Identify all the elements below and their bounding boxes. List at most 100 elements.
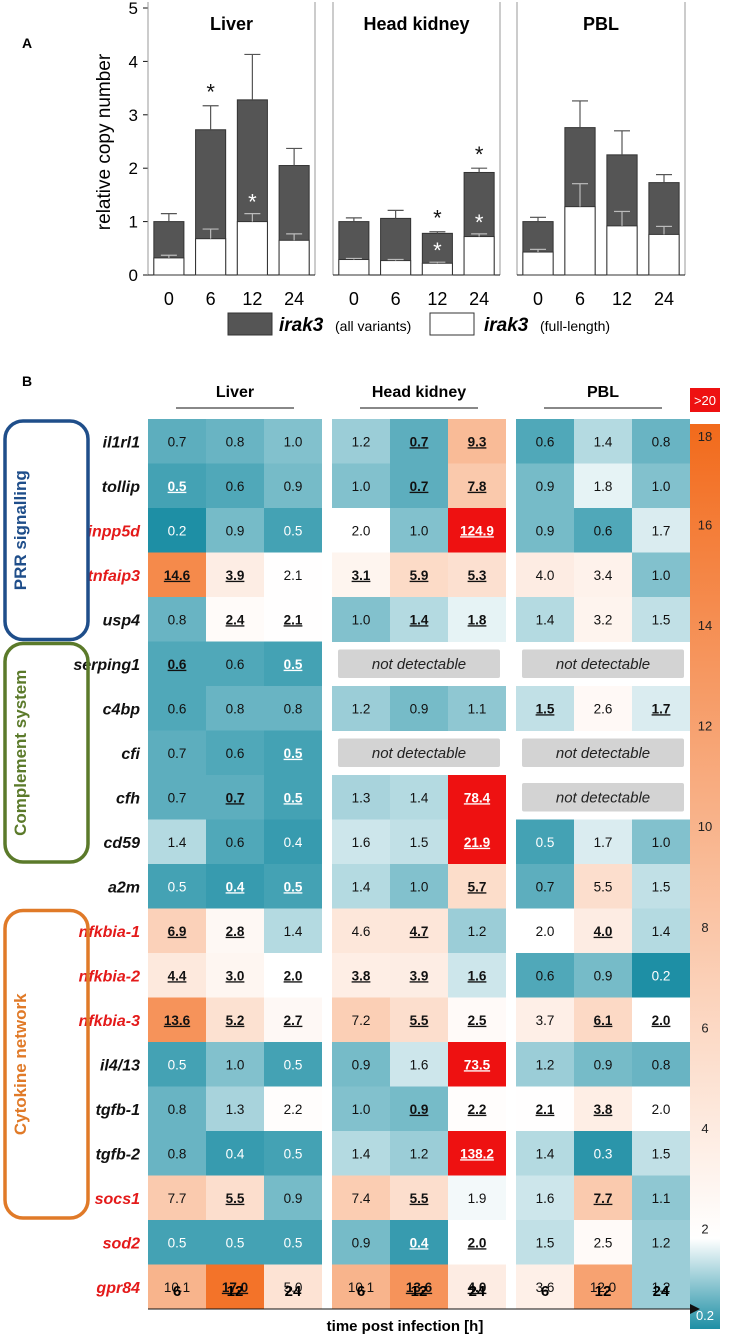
heatmap-cell-value: 0.9 (594, 1057, 613, 1072)
timepoint-label-6: 6 (357, 1283, 365, 1300)
heatmap-cell (516, 508, 574, 553)
heatmap-cell-value: 78.4 (464, 790, 491, 805)
panel-a-ylabel: relative copy number (94, 53, 115, 230)
asterisk-all-variants-6: * (206, 80, 215, 105)
x-tick-label-6: 6 (391, 289, 401, 309)
heatmap-cell (574, 997, 632, 1043)
panel-a-legend: irak3 (all variants) irak3 (full-length) (227, 312, 610, 336)
heatmap-cell (574, 1220, 632, 1265)
heatmap-cell (148, 1175, 206, 1221)
heatmap-cell (632, 819, 690, 865)
panel-b-heatmap: Liver Head kidney PBL il1rl1 0.7 0.8 1.0 1.2 0.7… (3, 384, 690, 1310)
heatmap-cell (632, 552, 690, 598)
heatmap-cell-value: 0.9 (226, 523, 245, 538)
heatmap-cell (206, 1220, 264, 1265)
heatmap-cell (632, 419, 690, 464)
x-tick-label-12: 12 (427, 289, 447, 309)
heatmap-cell (264, 552, 322, 598)
heatmap-cell (264, 1042, 322, 1087)
heatmap-cell-value: 0.5 (284, 746, 303, 761)
heatmap-cell-value: 1.4 (352, 1146, 371, 1161)
not-detectable-box (522, 649, 684, 678)
gene-label-socs1: socs1 (95, 1191, 140, 1208)
heatmap-cell-value: 0.6 (226, 479, 245, 494)
heatmap-cell (206, 641, 264, 687)
heatmap-cell-value: 7.7 (168, 1191, 187, 1206)
heatmap-cell (264, 997, 322, 1043)
heatmap-cell (448, 908, 506, 954)
heatmap-cell (516, 419, 574, 464)
heatmap-cell-value: 0.9 (352, 1057, 371, 1072)
not-detectable-box (338, 738, 500, 767)
legend-gene-all-variants: irak3 (279, 315, 324, 336)
heatmap-cell-value: 0.5 (284, 879, 303, 894)
heatmap-cell (206, 775, 264, 820)
heatmap-cell-value: 1.0 (652, 568, 671, 583)
bar-full-length-0 (153, 257, 185, 276)
heatmap-cell (448, 1131, 506, 1176)
heatmap-cell (206, 1264, 264, 1310)
heatmap-cell (448, 953, 506, 998)
heatmap-cell (448, 686, 506, 731)
heatmap-row-sod2: sod2 0.5 0.5 0.5 0.9 0.4 2.0 1.5 2.5 1.2 (103, 1220, 690, 1265)
heatmap-cell (264, 508, 322, 553)
colorbar: >20 18 16 14 12 10 8 6 4 2 0.2 (690, 388, 720, 1329)
x-tick-label-12: 12 (612, 289, 632, 309)
colorbar-tick-2: 2 (701, 1221, 708, 1236)
heatmap-row-cfi: cfi 0.7 0.6 0.5 not detectable not detectable (121, 730, 684, 776)
heatmap-row-tgfb-2: tgfb-2 0.8 0.4 0.5 1.4 1.2 138.2 1.4 0.3 1.5 (96, 1131, 690, 1176)
heatmap-row-cfh: cfh 0.7 0.7 0.5 1.3 1.4 78.4 not detectable (116, 775, 684, 820)
time-axis-arrowhead (690, 1304, 700, 1314)
heatmap-cell-value: 0.5 (168, 879, 187, 894)
heatmap-cell-value: 3.0 (226, 968, 245, 983)
heatmap-cell-value: 0.2 (652, 968, 671, 983)
heatmap-cell-value: 1.8 (468, 612, 487, 627)
heatmap-cell-value: 2.4 (226, 612, 245, 627)
heatmap-cell-value: 4.4 (168, 968, 187, 983)
heatmap-cell-value: 2.0 (536, 924, 555, 939)
heatmap-cell (332, 552, 390, 598)
colorbar-gradient (690, 424, 720, 1329)
heatmap-cell (206, 686, 264, 731)
heatmap-cell-value: 3.4 (594, 568, 613, 583)
time-axis-label: time post infection [h] (327, 1318, 484, 1335)
heatmap-cell (632, 1175, 690, 1221)
heatmap-cell-value: 0.7 (536, 879, 555, 894)
heatmap-cell-value: 3.8 (594, 1102, 613, 1117)
heatmap-cell-value: 7.4 (352, 1191, 371, 1206)
gene-label-il1rl1: il1rl1 (103, 434, 140, 451)
legend-swatch-full-length (429, 312, 475, 336)
timepoint-label-12: 12 (595, 1283, 612, 1300)
heatmap-cell-value: 2.0 (284, 968, 303, 983)
x-tick-label-24: 24 (469, 289, 489, 309)
timepoint-label-12: 12 (411, 1283, 428, 1300)
heatmap-cell-value: 1.4 (410, 612, 429, 627)
heatmap-cell (516, 552, 574, 598)
colorbar-tick-18: 18 (698, 429, 712, 444)
heatmap-cell (148, 1086, 206, 1132)
heatmap-cell-value: 0.9 (410, 701, 429, 716)
heatmap-cell-value: 3.9 (226, 568, 245, 583)
heatmap-cell (148, 641, 206, 687)
y-tick-label-4: 4 (129, 52, 138, 71)
heatmap-cell (390, 552, 448, 598)
heatmap-row-c4bp: c4bp 0.6 0.8 0.8 1.2 0.9 1.1 1.5 2.6 1.7 (103, 686, 690, 731)
heatmap-cell-value: 1.2 (352, 701, 371, 716)
bar-full-length-24 (278, 239, 310, 276)
heatmap-cell-value: 0.7 (226, 790, 245, 805)
not-detectable-box (338, 649, 500, 678)
heatmap-row-cd59: cd59 1.4 0.6 0.4 1.6 1.5 21.9 0.5 1.7 1.0 (104, 819, 690, 865)
heatmap-cell (206, 597, 264, 642)
heatmap-cell (264, 419, 322, 464)
heatmap-cell-value: 0.8 (652, 434, 671, 449)
heatmap-cell (332, 775, 390, 820)
barchart-head-kidney: Head kidney 0 6 12 * * 24 * * (332, 2, 501, 309)
heatmap-cell (516, 1042, 574, 1087)
colorbar-tick-10: 10 (698, 819, 712, 834)
heatmap-cell-value: 21.9 (464, 835, 490, 850)
timepoint-label-6: 6 (541, 1283, 549, 1300)
asterisk-full-length-12: * (248, 190, 257, 215)
heatmap-cell-value: 5.0 (284, 1280, 303, 1295)
colorbar-tick-16: 16 (698, 518, 712, 533)
gene-label-il4-13: il4/13 (100, 1057, 140, 1074)
